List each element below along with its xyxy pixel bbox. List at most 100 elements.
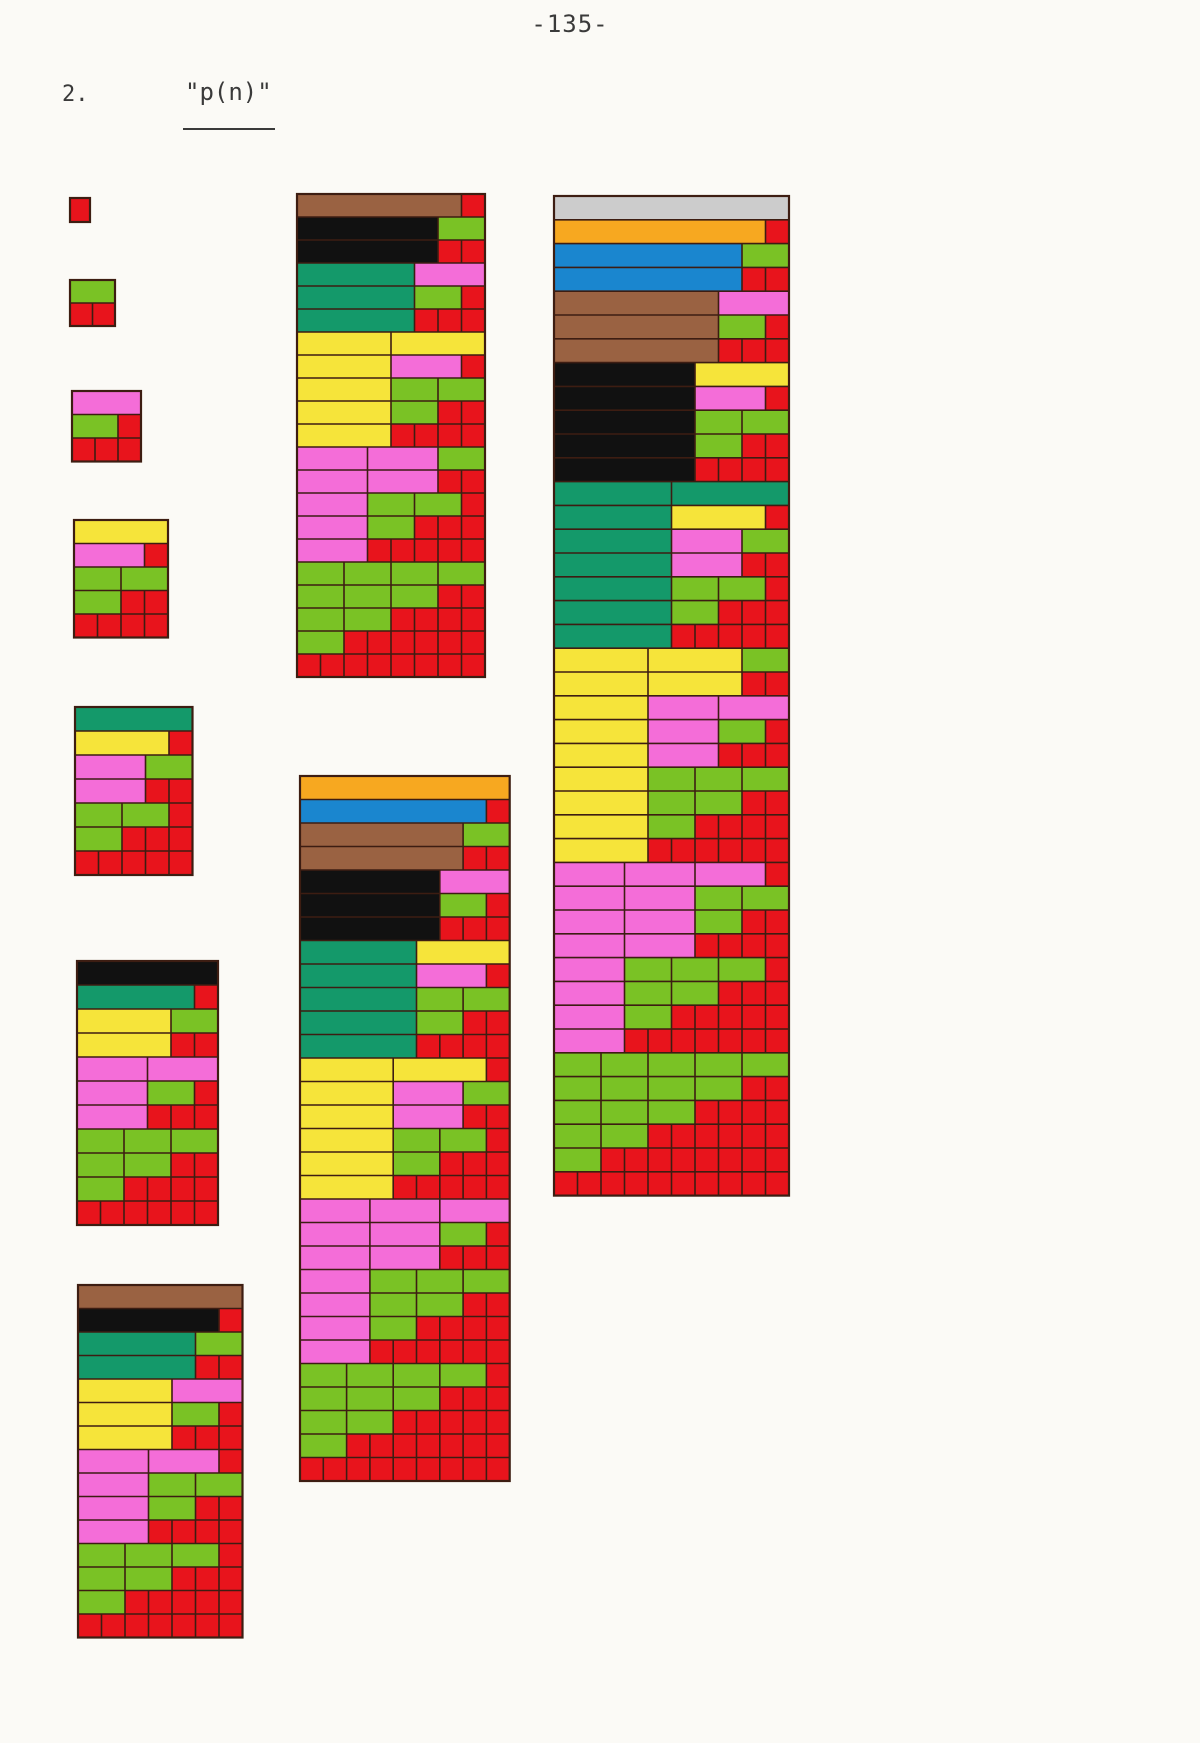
part-9-n10-row1: [554, 219, 766, 244]
part-1-n8-row20: [391, 654, 415, 677]
part-2-n10-row37: [695, 1076, 742, 1101]
part-4-n6-row3: [77, 1033, 171, 1057]
part-1-n10-row17: [718, 600, 742, 625]
part-2-n8-row13: [414, 493, 462, 516]
part-3-n8-row3: [414, 263, 485, 286]
part-1-n9-row26: [463, 1387, 487, 1411]
part-1-n7-row12: [195, 1567, 219, 1591]
part-2-n4-row3: [74, 590, 121, 614]
part-1-n5-row3: [145, 779, 169, 803]
part-1-n10-row35: [624, 1029, 648, 1053]
part-2-n10-row19: [742, 648, 789, 672]
part-1-n10-row33: [718, 981, 742, 1006]
part-2-n10-row38: [601, 1100, 648, 1125]
part-4-n9-row17: [300, 1175, 394, 1199]
part-1-n9-row27: [463, 1410, 487, 1434]
part-2-n5-row4: [122, 803, 169, 827]
part-1-n8-row5: [461, 309, 485, 332]
part-1-n8-row5: [438, 309, 462, 332]
part-5-n10-row12: [554, 481, 672, 506]
part-4-n10-row7: [695, 362, 789, 387]
part-1-n8-row2: [438, 240, 462, 263]
part-5-n8-row4: [297, 286, 415, 309]
part-2-n10-row30: [695, 910, 742, 934]
part-1-n8-row15: [461, 539, 485, 562]
part-3-n9-row24: [300, 1340, 370, 1364]
part-1-n10-row16: [765, 576, 789, 601]
part-5-n9-row9: [300, 987, 417, 1011]
part-3-n6-row4: [77, 1057, 148, 1081]
part-4-n8-row8: [297, 378, 391, 401]
part-1-n9-row27: [439, 1410, 464, 1434]
part-1-n9-row11: [439, 1034, 464, 1058]
part-1-n10-row8: [765, 386, 789, 411]
part-2-n7-row8: [148, 1473, 196, 1497]
part-1-n8-row19: [414, 631, 438, 654]
part-1-n10-row18: [671, 624, 695, 649]
part-1-n9-row29: [463, 1457, 487, 1481]
partition-diagram-n5: [73, 705, 194, 877]
part-2-n10-row37: [601, 1076, 648, 1101]
partition-diagram-n1: [68, 196, 92, 224]
part-1-n9-row27: [416, 1410, 440, 1434]
part-2-n7-row9: [148, 1496, 196, 1520]
part-3-n10-row21: [648, 695, 719, 720]
part-2-n7-row5: [172, 1402, 219, 1426]
part-1-n5-row5: [145, 827, 169, 851]
part-1-n7-row10: [219, 1520, 243, 1544]
part-3-n10-row34: [554, 1005, 625, 1029]
part-2-n6-row7: [171, 1129, 218, 1153]
part-1-n10-row35: [742, 1029, 766, 1053]
part-1-n7-row13: [195, 1590, 219, 1614]
part-1-n9-row24: [486, 1340, 510, 1364]
part-2-n9-row9: [416, 987, 464, 1011]
part-3-n7-row4: [172, 1379, 243, 1403]
part-3-n8-row11: [367, 447, 438, 470]
part-4-n8-row7: [297, 355, 391, 378]
part-5-n10-row12: [671, 481, 789, 506]
part-2-n6-row9: [77, 1177, 124, 1201]
part-2-n7-row11: [125, 1543, 172, 1567]
part-3-n10-row29: [554, 886, 625, 910]
part-1-n8-row20: [297, 654, 321, 677]
partition-diagram-n2: [68, 278, 117, 328]
part-2-n9-row15: [393, 1128, 440, 1152]
part-1-n9-row26: [486, 1387, 510, 1411]
part-1-n9-row17: [486, 1175, 510, 1199]
part-3-n10-row28: [554, 862, 625, 887]
part-1-n8-row17: [461, 585, 485, 608]
part-1-n10-row39: [671, 1124, 695, 1148]
part-2-n10-row40: [554, 1148, 601, 1172]
part-4-n10-row13: [671, 505, 766, 530]
part-3-n10-row32: [554, 957, 625, 982]
item-number: 2.: [62, 82, 89, 107]
part-3-n10-row4: [718, 291, 789, 315]
part-1-n10-row6: [742, 338, 766, 363]
part-1-n10-row32: [765, 957, 789, 982]
part-1-n9-row23: [439, 1316, 464, 1340]
part-1-n8-row19: [344, 631, 368, 654]
part-1-n7-row3: [219, 1355, 243, 1379]
part-1-n8-row19: [461, 631, 485, 654]
part-1-n10-row37: [742, 1076, 766, 1101]
part-7-n10-row4: [554, 291, 719, 315]
part-1-n7-row13: [219, 1590, 243, 1614]
part-1-n10-row35: [671, 1029, 695, 1053]
part-1-n10-row15: [742, 553, 766, 577]
part-1-n8-row18: [391, 608, 415, 631]
part-1-n4-row3: [121, 590, 145, 614]
part-1-n7-row12: [219, 1567, 243, 1591]
part-1-n9-row6: [486, 917, 510, 941]
part-2-n2-row0: [70, 280, 115, 303]
part-2-n7-row13: [78, 1590, 125, 1614]
part-1-n10-row38: [718, 1100, 742, 1125]
part-2-n4-row2: [74, 567, 121, 591]
part-4-n10-row21: [554, 695, 648, 720]
part-1-n10-row30: [765, 910, 789, 934]
part-3-n10-row33: [554, 981, 625, 1006]
part-1-n10-row13: [765, 505, 789, 530]
part-2-n10-row38: [554, 1100, 601, 1125]
page-number: -135-: [531, 10, 609, 38]
part-3-n10-row29: [624, 886, 695, 910]
part-5-n10-row18: [554, 624, 672, 649]
